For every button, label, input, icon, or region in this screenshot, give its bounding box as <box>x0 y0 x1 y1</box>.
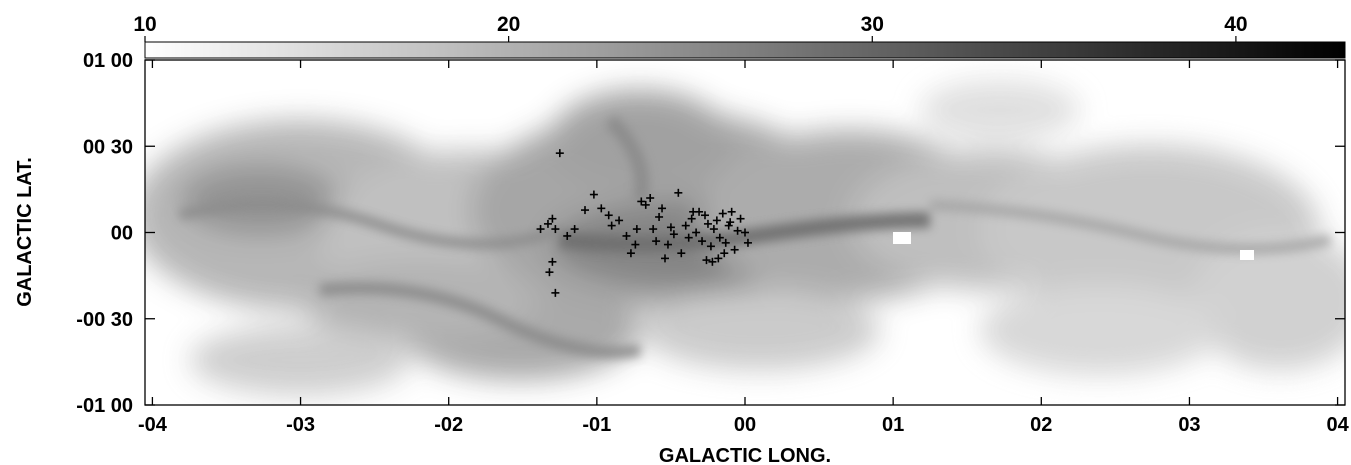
y-axis-label: GALACTIC LAT. <box>14 157 36 307</box>
source-marker <box>641 200 650 209</box>
source-marker <box>543 219 552 228</box>
source-marker <box>555 149 564 158</box>
source-marker <box>637 197 646 206</box>
x-tick-label: -01 <box>582 414 611 436</box>
source-marker <box>545 268 554 277</box>
source-marker <box>736 214 745 223</box>
source-marker <box>684 233 693 242</box>
source-marker <box>563 231 572 240</box>
source-marker <box>726 218 735 227</box>
y-tick-label: 01 00 <box>83 50 133 72</box>
x-tick-label: 01 <box>882 414 904 436</box>
x-tick-label: -02 <box>434 414 463 436</box>
source-marker <box>743 238 752 247</box>
source-marker <box>663 240 672 249</box>
y-axis: 01 00 00 30 00 -00 30 -01 00 <box>76 50 1345 417</box>
colorbar-tick-label: 40 <box>1224 13 1247 36</box>
source-marker <box>721 238 730 247</box>
source-marker <box>681 221 690 230</box>
heatmap-image <box>145 60 1345 405</box>
source-marker <box>727 207 736 216</box>
source-marker <box>674 188 683 197</box>
source-marker <box>701 211 709 220</box>
source-marker <box>646 194 655 202</box>
source-marker <box>692 228 701 237</box>
source-marker <box>655 212 664 221</box>
source-marker <box>551 288 560 297</box>
source-marker <box>677 249 686 258</box>
source-marker <box>607 221 616 230</box>
colorbar: 10 20 30 40 <box>133 13 1346 59</box>
x-tick-label: 04 <box>1326 414 1349 436</box>
source-marker <box>715 233 724 242</box>
source-marker <box>703 219 712 228</box>
source-marker <box>536 225 545 234</box>
source-marker <box>708 257 717 266</box>
source-marker <box>658 204 667 213</box>
source-marker <box>622 231 631 240</box>
source-marker <box>666 223 675 232</box>
source-marker <box>741 228 749 237</box>
source-marker <box>631 240 640 249</box>
source-marker <box>597 204 606 213</box>
source-marker <box>730 245 739 254</box>
source-marker <box>718 209 727 218</box>
source-marker <box>712 216 721 225</box>
source-marker <box>604 211 613 220</box>
source-marker <box>548 214 557 223</box>
source-marker <box>733 226 742 235</box>
source-markers <box>536 149 752 297</box>
source-marker <box>720 249 729 258</box>
x-tick-label: 03 <box>1178 414 1200 436</box>
source-marker <box>702 256 711 265</box>
source-marker <box>689 207 698 216</box>
source-marker <box>581 206 589 215</box>
x-axis: -04 -03 -02 -01 00 01 02 03 04 <box>138 60 1350 436</box>
colorbar-tick-label: 30 <box>861 13 884 36</box>
x-tick-label: 02 <box>1030 414 1052 436</box>
colorbar-tick-label: 20 <box>497 13 520 36</box>
source-marker <box>714 254 723 263</box>
source-marker <box>551 225 560 234</box>
source-marker <box>615 216 624 225</box>
y-tick-label: -01 00 <box>76 395 133 417</box>
colorbar-gradient <box>144 41 1346 59</box>
x-tick-label: -03 <box>286 414 315 436</box>
source-marker <box>626 249 635 258</box>
source-marker <box>698 237 707 246</box>
x-tick-label: 00 <box>734 414 756 436</box>
colorbar-tick-label: 10 <box>133 13 156 36</box>
source-marker <box>649 225 658 234</box>
y-tick-label: -00 30 <box>76 309 133 331</box>
source-marker <box>570 225 579 234</box>
source-marker <box>548 257 557 266</box>
source-marker <box>589 190 598 199</box>
x-axis-label: GALACTIC LONG. <box>659 445 831 465</box>
y-tick-label: 00 <box>111 223 133 245</box>
source-marker <box>706 242 715 251</box>
source-marker <box>632 225 641 234</box>
source-marker <box>687 214 696 223</box>
y-tick-label: 00 30 <box>83 136 133 158</box>
colorbar-ticks: 10 20 30 40 <box>133 13 1248 42</box>
source-marker <box>661 254 669 263</box>
source-marker <box>709 225 718 234</box>
x-tick-label: -04 <box>138 414 168 436</box>
source-marker <box>669 230 678 239</box>
source-marker <box>652 237 661 246</box>
